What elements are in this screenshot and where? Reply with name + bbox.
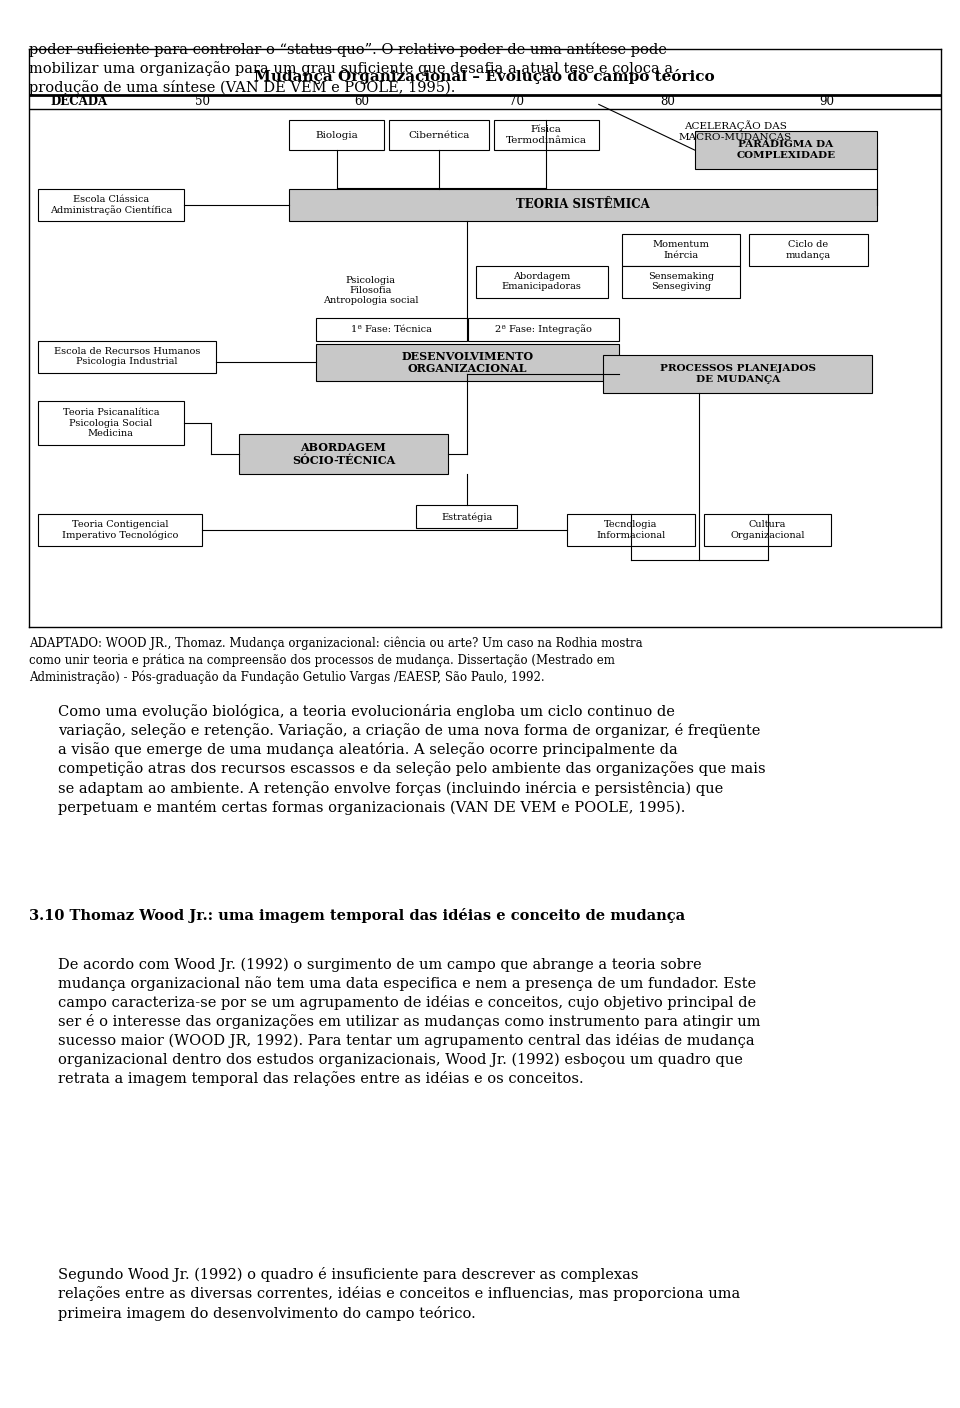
- Text: Física
Termodinâmica: Física Termodinâmica: [506, 125, 587, 145]
- Text: ABORDAGEM
SÓCIO-TÉCNICA: ABORDAGEM SÓCIO-TÉCNICA: [292, 442, 396, 466]
- Text: 80: 80: [660, 96, 675, 108]
- Text: Estratégia: Estratégia: [441, 513, 492, 521]
- Text: ACELERAÇÃO DAS
MACRO-MUDANÇAS: ACELERAÇÃO DAS MACRO-MUDANÇAS: [679, 121, 792, 142]
- Text: Sensemaking
Sensegiving: Sensemaking Sensegiving: [648, 272, 714, 291]
- Text: PROCESSOS PLANEJADOS
DE MUDANÇA: PROCESSOS PLANEJADOS DE MUDANÇA: [660, 365, 816, 384]
- FancyBboxPatch shape: [694, 131, 876, 169]
- FancyBboxPatch shape: [38, 401, 184, 445]
- Text: Teoria Contigencial
Imperativo Tecnológico: Teoria Contigencial Imperativo Tecnológi…: [61, 520, 179, 539]
- FancyBboxPatch shape: [38, 514, 202, 546]
- FancyBboxPatch shape: [622, 266, 740, 297]
- Text: Escola de Recursos Humanos
Psicologia Industrial: Escola de Recursos Humanos Psicologia In…: [54, 346, 200, 366]
- FancyBboxPatch shape: [289, 120, 384, 151]
- Text: DESENVOLVIMENTO
ORGANIZACIONAL: DESENVOLVIMENTO ORGANIZACIONAL: [401, 351, 534, 375]
- Text: 1ª Fase: Técnica: 1ª Fase: Técnica: [351, 325, 432, 334]
- FancyBboxPatch shape: [238, 434, 448, 473]
- Text: 50: 50: [195, 96, 209, 108]
- FancyBboxPatch shape: [468, 318, 619, 341]
- FancyBboxPatch shape: [417, 505, 516, 528]
- FancyBboxPatch shape: [566, 514, 694, 546]
- FancyBboxPatch shape: [38, 341, 216, 373]
- Text: Ciclo de
mudança: Ciclo de mudança: [786, 241, 831, 259]
- FancyBboxPatch shape: [289, 189, 876, 221]
- Text: TEORIA SISTÊMICA: TEORIA SISTÊMICA: [516, 199, 650, 211]
- Text: De acordo com Wood Jr. (1992) o surgimento de um campo que abrange a teoria sobr: De acordo com Wood Jr. (1992) o surgimen…: [58, 957, 760, 1086]
- Text: 2ª Fase: Integração: 2ª Fase: Integração: [495, 324, 592, 334]
- FancyBboxPatch shape: [476, 266, 608, 297]
- Text: 70: 70: [509, 96, 524, 108]
- Text: Teoria Psicanalítica
Psicologia Social
Medicina: Teoria Psicanalítica Psicologia Social M…: [62, 408, 159, 438]
- Text: Escola Clássica
Administração Científica: Escola Clássica Administração Científica: [50, 194, 172, 215]
- Text: 90: 90: [819, 96, 834, 108]
- Text: poder suficiente para controlar o “status quo”. O relativo poder de uma antítese: poder suficiente para controlar o “statu…: [29, 42, 673, 96]
- Text: Como uma evolução biológica, a teoria evolucionária engloba um ciclo continuo de: Como uma evolução biológica, a teoria ev…: [58, 704, 765, 815]
- Text: Abordagem
Emanicipadoras: Abordagem Emanicipadoras: [502, 272, 582, 291]
- FancyBboxPatch shape: [704, 514, 831, 546]
- Text: Biologia: Biologia: [315, 131, 358, 139]
- Text: 3.10 Thomaz Wood Jr.: uma imagem temporal das idéias e conceito de mudança: 3.10 Thomaz Wood Jr.: uma imagem tempora…: [29, 908, 684, 924]
- FancyBboxPatch shape: [389, 120, 490, 151]
- Text: ADAPTADO: WOOD JR., Thomaz. Mudança organizacional: ciência ou arte? Um caso na : ADAPTADO: WOOD JR., Thomaz. Mudança orga…: [29, 636, 642, 684]
- Text: Cibernética: Cibernética: [409, 131, 469, 139]
- Text: Cultura
Organizacional: Cultura Organizacional: [731, 520, 804, 539]
- Text: PARADIGMA DA
COMPLEXIDADE: PARADIGMA DA COMPLEXIDADE: [736, 141, 835, 159]
- Text: Mudança Organizacional – Evolução do campo teórico: Mudança Organizacional – Evolução do cam…: [254, 69, 715, 84]
- FancyBboxPatch shape: [316, 344, 619, 382]
- Text: Momentum
Inércia: Momentum Inércia: [653, 241, 709, 259]
- Text: Psicologia
Filosofia
Antropologia social: Psicologia Filosofia Antropologia social: [324, 276, 419, 306]
- FancyBboxPatch shape: [622, 234, 740, 266]
- FancyBboxPatch shape: [38, 189, 184, 221]
- FancyBboxPatch shape: [604, 355, 873, 393]
- Text: 60: 60: [354, 96, 370, 108]
- FancyBboxPatch shape: [493, 120, 599, 151]
- FancyBboxPatch shape: [316, 318, 467, 341]
- FancyBboxPatch shape: [749, 234, 868, 266]
- Text: Tecnologia
Informacional: Tecnologia Informacional: [596, 520, 665, 539]
- Text: Segundo Wood Jr. (1992) o quadro é insuficiente para descrever as complexas
rela: Segundo Wood Jr. (1992) o quadro é insuf…: [58, 1267, 740, 1321]
- Text: DÉCADA: DÉCADA: [50, 96, 108, 108]
